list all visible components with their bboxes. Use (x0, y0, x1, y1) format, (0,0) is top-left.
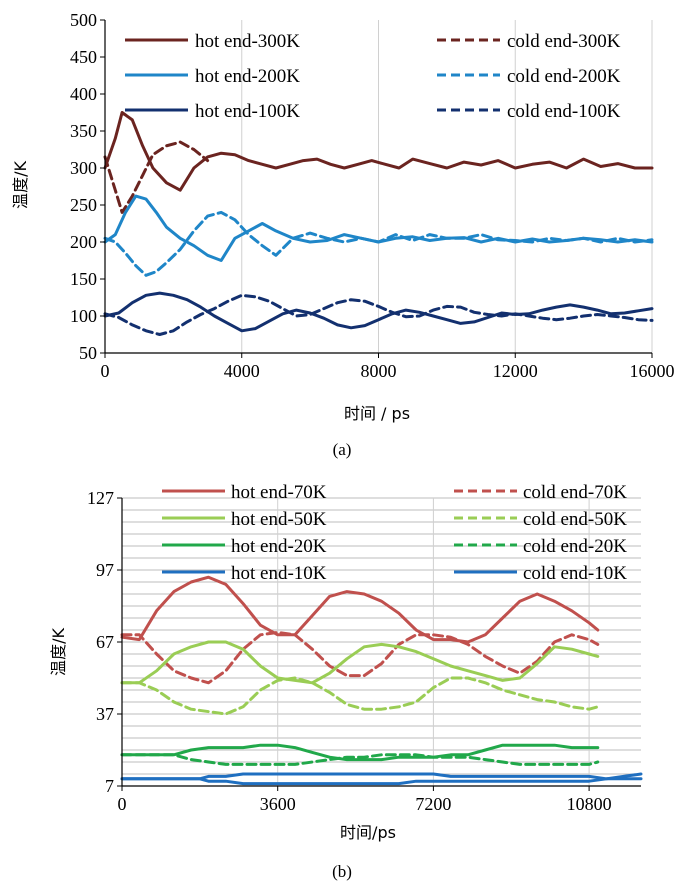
chart-b-xlabel: 时间/ps (340, 823, 396, 842)
y-tick-label: 500 (70, 10, 97, 30)
chart-b-caption: (b) (332, 862, 352, 881)
legend-label: hot end-20K (231, 536, 327, 557)
x-tick-label: 0 (101, 361, 110, 381)
y-tick-label: 400 (70, 84, 97, 104)
series-line-hot-end-50k (120, 640, 600, 685)
legend-label: cold end-10K (523, 563, 627, 584)
series-line-hot-end-10k (120, 772, 643, 781)
y-tick-label: 350 (70, 121, 97, 141)
y-tick-label: 150 (70, 269, 97, 289)
series-line-hot-end-200k (103, 194, 654, 262)
legend-label: hot end-200K (195, 66, 300, 87)
y-tick-label: 67 (96, 632, 114, 652)
y-tick-label: 300 (70, 158, 97, 178)
legend-label: cold end-100K (507, 101, 621, 122)
chart-a-caption: (a) (333, 440, 352, 459)
y-tick-label: 100 (70, 306, 97, 326)
legend-label: hot end-70K (231, 482, 327, 503)
y-tick-label: 450 (70, 47, 97, 67)
series-line-hot-end-20k (120, 743, 600, 762)
series-line-cold-end-70k (120, 630, 600, 685)
legend-label: cold end-300K (507, 31, 621, 52)
y-tick-label: 250 (70, 195, 97, 215)
series-line-cold-end-10k (120, 772, 643, 786)
legend-label: cold end-200K (507, 66, 621, 87)
y-tick-label: 7 (105, 776, 114, 796)
x-tick-label: 10800 (567, 794, 612, 814)
x-tick-label: 4000 (224, 361, 260, 381)
y-tick-label: 127 (87, 488, 114, 508)
series-line-cold-end-300k (103, 140, 210, 214)
y-tick-label: 97 (96, 560, 114, 580)
x-tick-label: 0 (118, 794, 127, 814)
chart-b-ylabel: 温度/K (49, 628, 68, 676)
series-line-cold-end-100k (103, 293, 654, 336)
legend-label: cold end-20K (523, 536, 627, 557)
chart-a-xlabel: 时间 / ps (344, 404, 410, 423)
chart-a-ylabel: 温度/K (11, 161, 30, 209)
legend-label: cold end-70K (523, 482, 627, 503)
series-line-cold-end-20k (120, 753, 600, 766)
legend-label: hot end-300K (195, 31, 300, 52)
chart-panel-a: 50 100 150 200 250 300 350 400 450 500 0 4000 8000 1… (11, 10, 675, 459)
x-tick-label: 12000 (493, 361, 538, 381)
x-tick-label: 8000 (361, 361, 397, 381)
series-line-hot-end-300k (103, 111, 654, 192)
legend-label: hot end-100K (195, 101, 300, 122)
y-tick-label: 50 (79, 343, 97, 363)
y-tick-label: 37 (96, 704, 114, 724)
x-tick-label: 3600 (260, 794, 296, 814)
x-tick-label: 16000 (630, 361, 675, 381)
legend-label: hot end-10K (231, 563, 327, 584)
legend-label: cold end-50K (523, 509, 627, 530)
legend-label: hot end-50K (231, 509, 327, 530)
series-line-hot-end-70k (120, 575, 600, 644)
series-line-cold-end-50k (120, 676, 600, 716)
chart-panel-b: 7 37 67 97 127 0 3600 7200 10800 hot end-70K col… (49, 482, 643, 881)
series-line-hot-end-100k (103, 291, 654, 333)
y-tick-label: 200 (70, 232, 97, 252)
x-tick-label: 7200 (415, 794, 451, 814)
